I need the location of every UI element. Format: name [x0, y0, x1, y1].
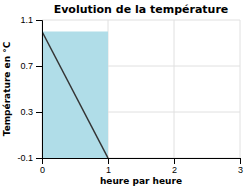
chart: 0 1 2 3 -0.1 0.3 0.7 1.1 Evolution de la tempéra… [0, 0, 250, 188]
tick-mark [36, 112, 42, 113]
tick-label: 0.3 [20, 107, 33, 117]
x-axis: 0 1 2 3 [40, 158, 243, 175]
tick-mark [108, 158, 109, 164]
tick: 1.1 [20, 15, 42, 25]
title: Evolution de la température [54, 3, 229, 16]
line [42, 32, 108, 159]
grid-line-x [240, 20, 241, 158]
tick: 0.7 [20, 61, 42, 71]
tick-label: 2 [172, 165, 177, 175]
tick: -0.1 [17, 153, 42, 163]
y-axis: -0.1 0.3 0.7 1.1 [17, 15, 42, 163]
tick-label: 0 [40, 165, 45, 175]
tick-label: 1.1 [20, 15, 33, 25]
tick-mark [36, 158, 42, 159]
tick-mark [36, 20, 42, 21]
tick: 3 [238, 158, 243, 175]
tick: 1 [106, 158, 111, 175]
tick: 2 [172, 158, 177, 175]
tick-label: 0.7 [20, 61, 33, 71]
tick: 0.3 [20, 107, 42, 117]
grid-line-y [42, 20, 240, 21]
tick-label: -0.1 [17, 153, 33, 163]
plot-area [42, 32, 108, 159]
y-axis-title: Température en °C [2, 41, 12, 136]
tick-mark [174, 158, 175, 164]
tick: 0 [40, 158, 45, 175]
tick-mark [36, 66, 42, 67]
grid [42, 20, 240, 158]
tick-mark [240, 158, 241, 164]
area [42, 32, 108, 159]
tick-label: 1 [106, 165, 111, 175]
grid-line-x [174, 20, 175, 158]
axis-line [43, 159, 241, 165]
x-axis-title: heure par heure [100, 176, 182, 186]
axis-line [36, 21, 43, 159]
tick-label: 3 [238, 165, 243, 175]
